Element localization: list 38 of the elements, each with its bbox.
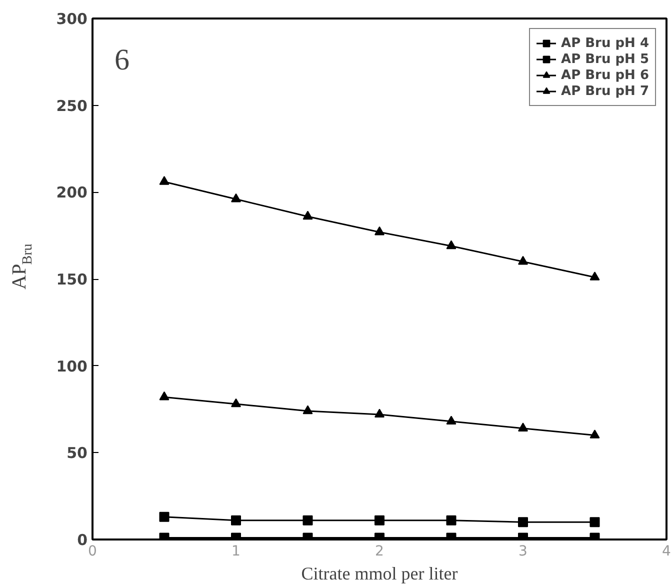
y-tick-label: 100 <box>56 357 88 376</box>
legend-label: AP Bru pH 6 <box>561 67 649 83</box>
point <box>374 226 384 236</box>
point <box>446 515 456 526</box>
point <box>374 515 384 526</box>
y-axis-title: APBru <box>8 244 36 290</box>
x-axis-title: Citrate mmol per liter <box>301 564 458 584</box>
x-tick-label: 1 <box>232 544 240 560</box>
point <box>518 517 528 528</box>
point <box>590 517 600 528</box>
y-tick-label: 50 <box>66 444 88 462</box>
point <box>446 416 456 425</box>
y-tick-label: 250 <box>56 96 88 115</box>
legend-label: AP Bru pH 7 <box>561 83 649 99</box>
legend-label: AP Bru pH 5 <box>561 51 649 67</box>
y-tick-label: 200 <box>56 184 88 202</box>
point <box>590 272 600 280</box>
legend-label: AP Bru pH 4 <box>561 35 649 51</box>
point <box>374 408 384 418</box>
point <box>159 512 170 522</box>
point <box>231 193 241 202</box>
x-tick-label: 3 <box>518 544 528 560</box>
point <box>231 398 241 408</box>
y-tick-label: 150 <box>56 270 88 288</box>
y-tick-label: 300 <box>56 10 88 28</box>
point <box>446 240 456 250</box>
x-tick-label: 2 <box>375 544 384 560</box>
point <box>518 256 528 265</box>
point <box>231 515 241 526</box>
point <box>159 176 170 185</box>
point <box>159 391 170 400</box>
x-tick-label: 4 <box>662 544 672 560</box>
point <box>302 515 313 526</box>
point <box>590 430 600 438</box>
point <box>518 422 528 432</box>
point <box>302 405 313 414</box>
annotation: 6 <box>114 44 130 76</box>
point <box>302 210 313 220</box>
